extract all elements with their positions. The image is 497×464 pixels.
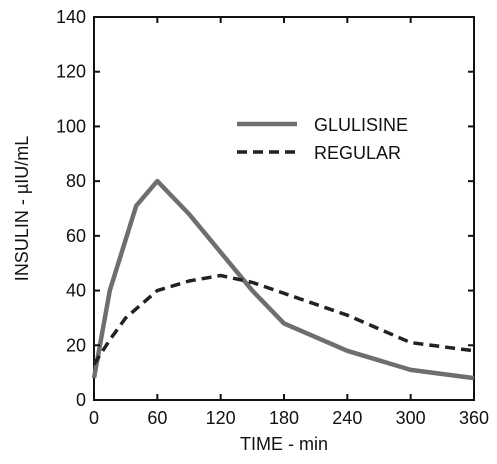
y-tick-label: 140 <box>56 7 86 27</box>
x-tick-label: 60 <box>147 408 167 428</box>
x-tick-label: 240 <box>332 408 362 428</box>
y-tick-label: 100 <box>56 116 86 136</box>
legend-label-regular: REGULAR <box>314 143 401 163</box>
y-tick-label: 80 <box>66 171 86 191</box>
series-line-glulisine <box>91 178 475 381</box>
x-tick-label: 360 <box>459 408 489 428</box>
y-tick-label: 120 <box>56 62 86 82</box>
legend-label-glulisine: GLULISINE <box>314 115 408 135</box>
y-tick-label: 40 <box>66 281 86 301</box>
series-line-regular <box>92 273 475 366</box>
y-tick-label: 60 <box>66 226 86 246</box>
x-tick-label: 0 <box>89 408 99 428</box>
x-tick-label: 180 <box>269 408 299 428</box>
y-tick-label: 0 <box>76 390 86 410</box>
x-tick-label: 120 <box>206 408 236 428</box>
y-tick-label: 20 <box>66 335 86 355</box>
y-axis-label: INSULIN - µIU/mL <box>12 136 32 281</box>
x-axis-label: TIME - min <box>240 434 328 454</box>
x-tick-label: 300 <box>396 408 426 428</box>
